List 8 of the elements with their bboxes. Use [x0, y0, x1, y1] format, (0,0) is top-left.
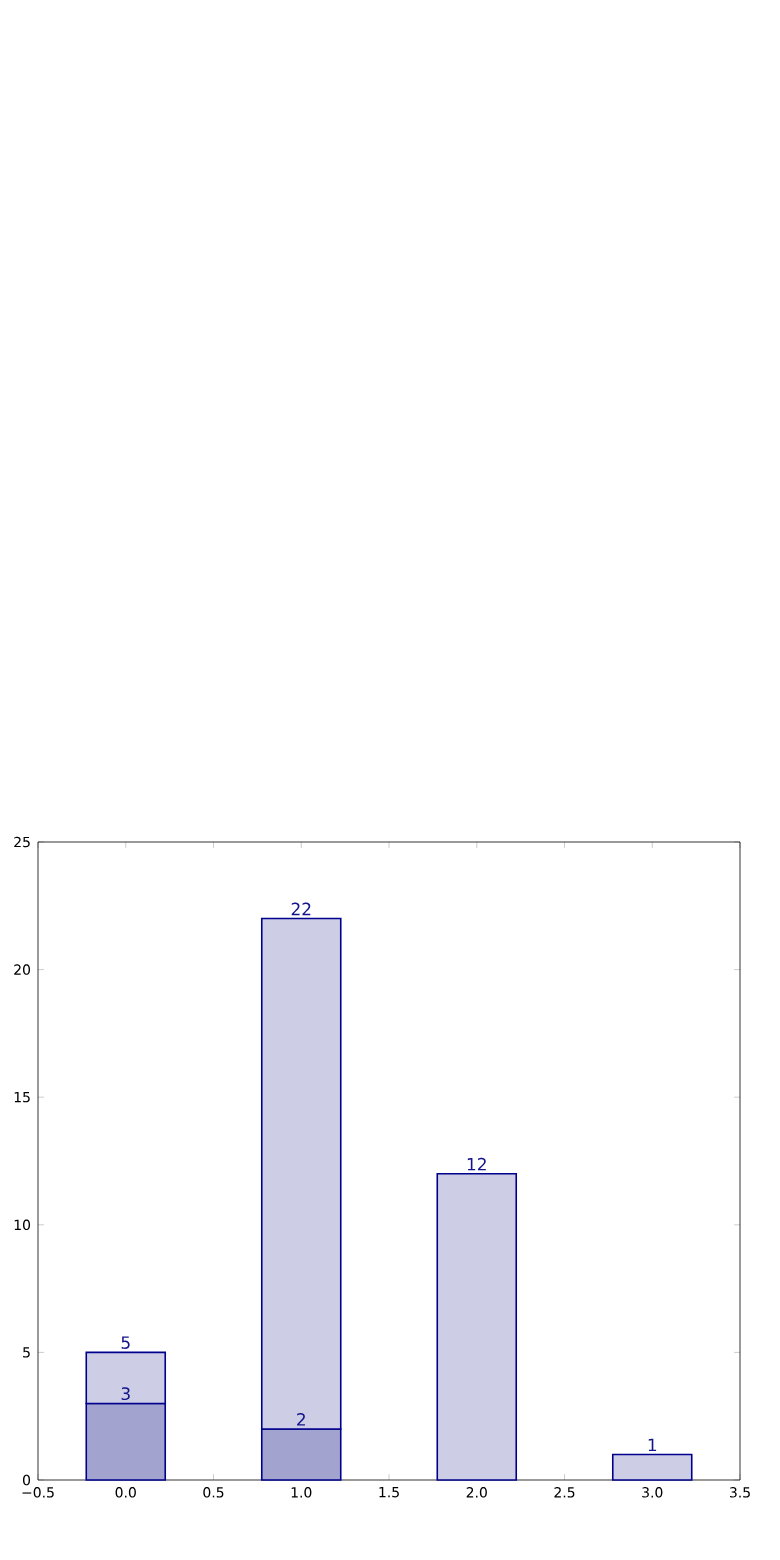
total-label: 1 [648, 1438, 657, 1452]
total-label: 5 [121, 1336, 130, 1350]
total-label: 22 [291, 902, 311, 916]
bar [611, 1453, 693, 1481]
total-label: 12 [467, 1157, 486, 1171]
data-label: 2 [297, 1413, 305, 1426]
data-label: 3 [121, 1387, 130, 1401]
bar [436, 1172, 518, 1481]
